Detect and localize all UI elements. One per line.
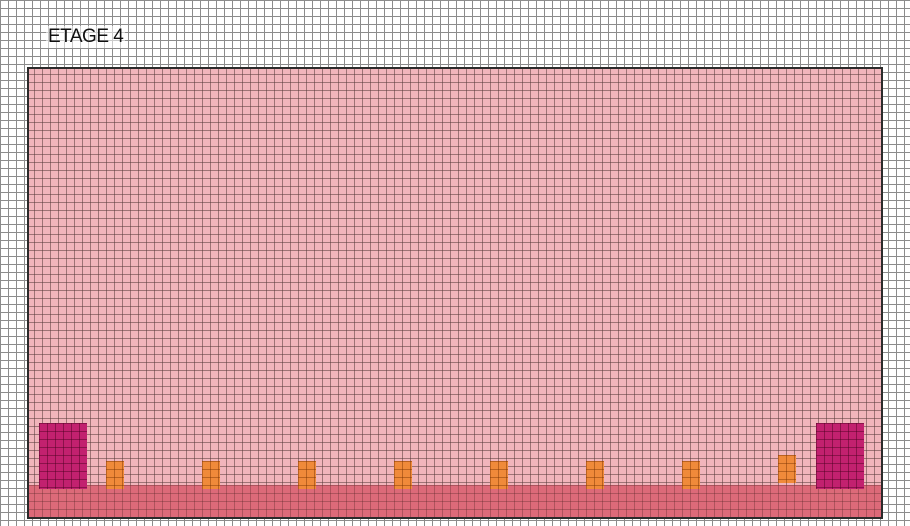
orange-pillar: [298, 461, 316, 489]
floor-title: ETAGE 4: [46, 26, 126, 48]
floor-plan-area: [27, 67, 883, 519]
orange-pillar: [682, 461, 700, 489]
orange-pillar: [778, 455, 796, 483]
right-magenta-block: [816, 423, 864, 489]
orange-pillar: [394, 461, 412, 489]
orange-pillar: [490, 461, 508, 489]
left-magenta-block: [39, 423, 87, 489]
orange-pillar: [106, 461, 124, 489]
floor-base-band: [29, 485, 881, 517]
orange-pillar: [202, 461, 220, 489]
orange-pillar: [586, 461, 604, 489]
